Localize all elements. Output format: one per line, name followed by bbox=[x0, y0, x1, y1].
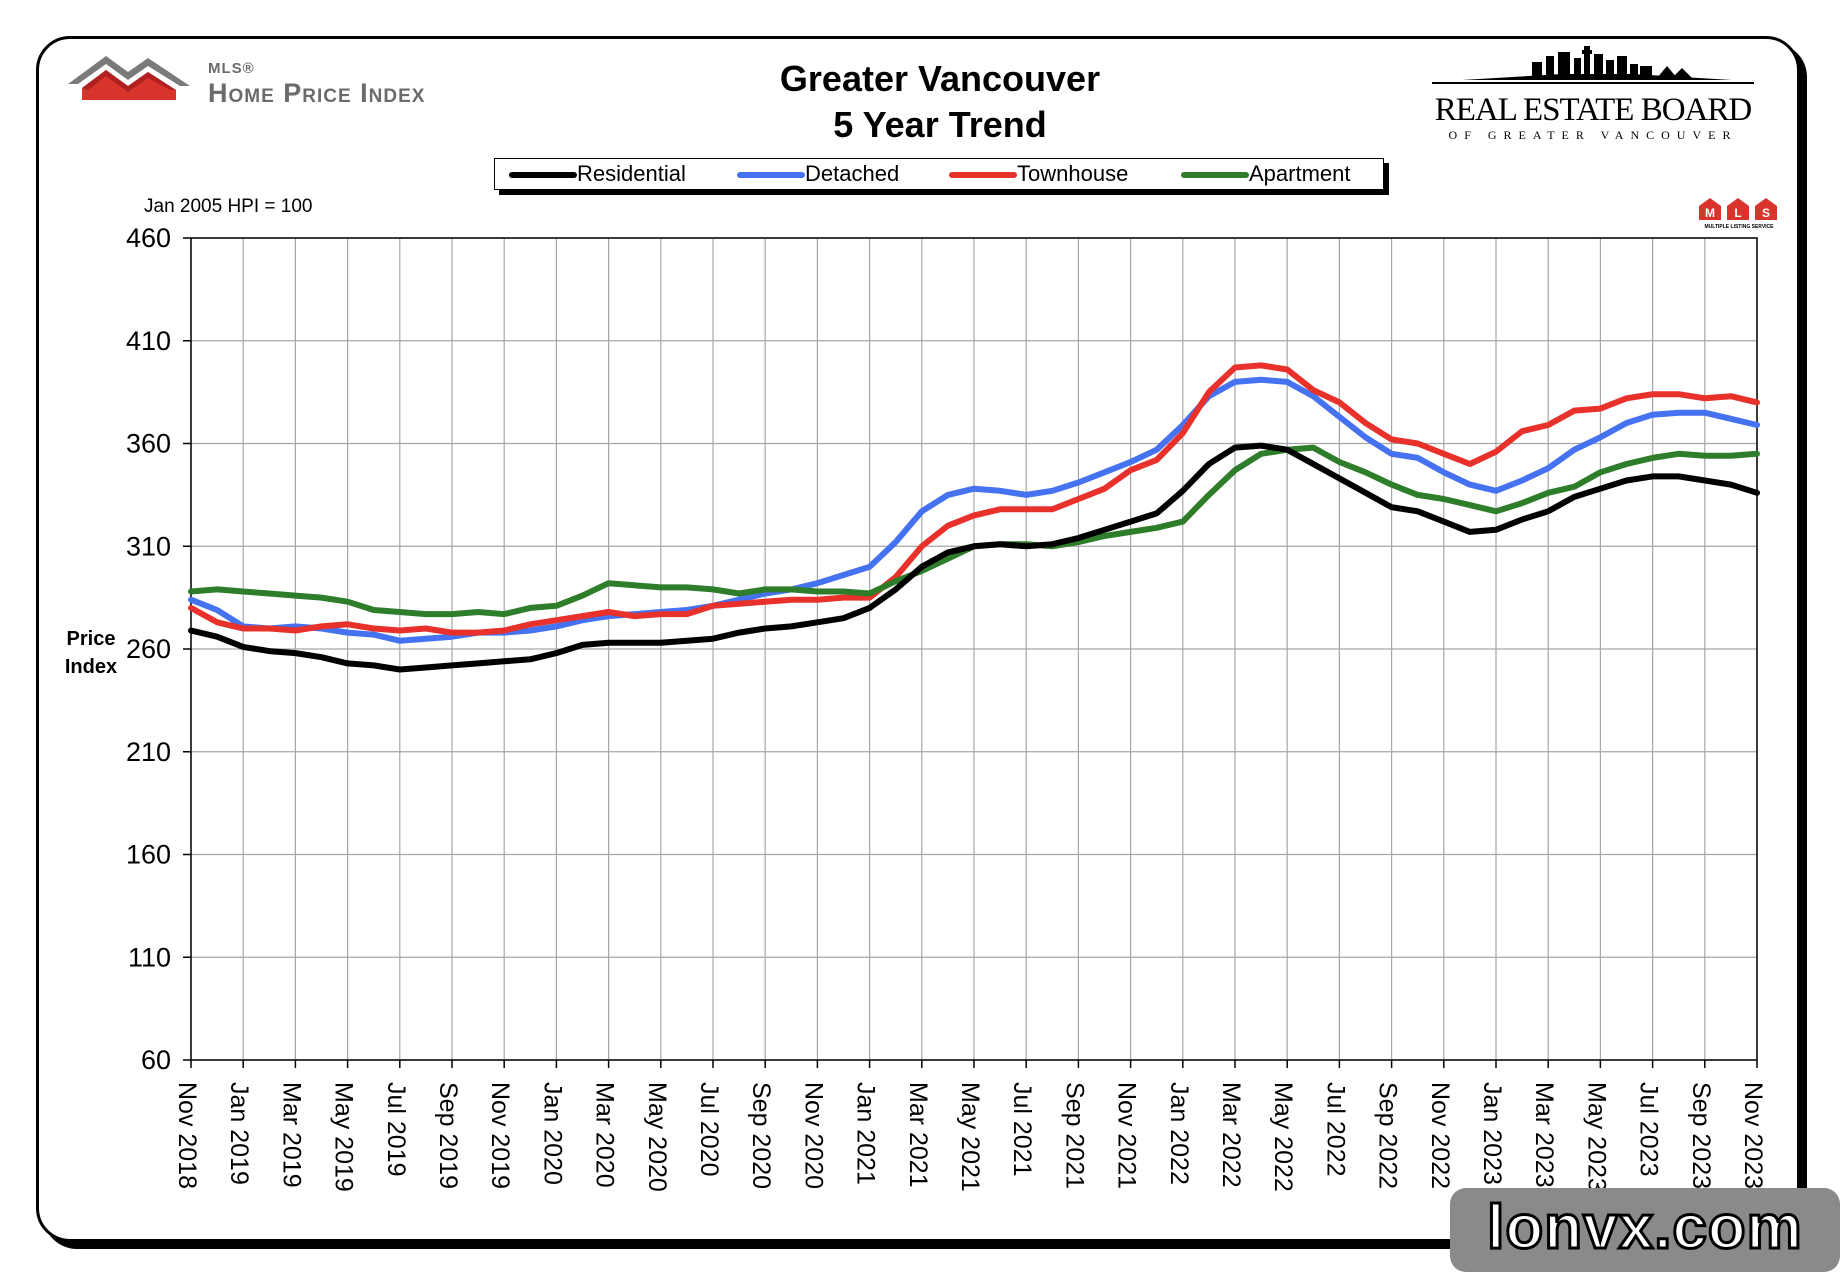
x-tick-label: May 2023 bbox=[1582, 1082, 1610, 1192]
x-tick-label: May 2021 bbox=[956, 1082, 984, 1192]
y-tick-label: 460 bbox=[126, 223, 171, 253]
real-estate-board-logo: REAL ESTATE BOARD OF GREATER VANCOUVER bbox=[1432, 44, 1754, 144]
base-index-note: Jan 2005 HPI = 100 bbox=[144, 196, 313, 217]
legend-swatch-residential bbox=[509, 172, 577, 178]
svg-text:M: M bbox=[1705, 206, 1715, 220]
y-axis-label-line2: Index bbox=[65, 656, 117, 678]
watermark-text: lonvx.com bbox=[1486, 1192, 1804, 1264]
y-axis-label-line1: Price bbox=[67, 628, 116, 650]
x-tick-label: Jul 2023 bbox=[1635, 1082, 1663, 1177]
x-tick-label: Sep 2023 bbox=[1687, 1082, 1715, 1189]
hpi-small-label: MLS® bbox=[208, 60, 255, 77]
svg-text:L: L bbox=[1734, 206, 1741, 220]
y-tick-label: 310 bbox=[126, 531, 171, 561]
x-tick-label: May 2020 bbox=[643, 1082, 671, 1192]
watermark-badge: lonvx.com bbox=[1450, 1188, 1840, 1272]
legend-swatch-detached bbox=[737, 172, 805, 178]
y-tick-label: 260 bbox=[126, 634, 171, 664]
x-tick-label: Nov 2021 bbox=[1113, 1082, 1141, 1189]
chart-title-line1: Greater Vancouver bbox=[779, 58, 1101, 99]
board-name: REAL ESTATE BOARD bbox=[1434, 92, 1752, 128]
x-tick-label: Nov 2023 bbox=[1739, 1082, 1767, 1189]
x-tick-label: Mar 2020 bbox=[591, 1082, 619, 1188]
mls-home-price-index-logo: MLS® Home Price Index bbox=[68, 52, 528, 122]
x-tick-label: May 2022 bbox=[1269, 1082, 1297, 1192]
skyline-icon bbox=[1432, 46, 1754, 84]
x-tick-label: May 2019 bbox=[330, 1082, 358, 1192]
x-tick-label: Jan 2020 bbox=[538, 1082, 566, 1185]
legend-label-residential: Residential bbox=[577, 161, 686, 186]
y-tick-label: 410 bbox=[126, 326, 171, 356]
x-tick-label: Mar 2022 bbox=[1217, 1082, 1245, 1188]
board-subtitle: OF GREATER VANCOUVER bbox=[1448, 128, 1738, 142]
x-tick-label: Mar 2023 bbox=[1530, 1082, 1558, 1188]
x-tick-label: Sep 2022 bbox=[1374, 1082, 1402, 1189]
x-tick-label: Jan 2019 bbox=[225, 1082, 253, 1185]
series-line-residential bbox=[188, 442, 1760, 673]
svg-text:MULTIPLE LISTING SERVICE: MULTIPLE LISTING SERVICE bbox=[1705, 224, 1775, 230]
mls-house-icon: M L S MULTIPLE LISTING SERVICE bbox=[1699, 198, 1777, 230]
series-line-detached bbox=[188, 376, 1760, 644]
y-tick-label: 210 bbox=[126, 737, 171, 767]
x-tick-label: Jul 2022 bbox=[1321, 1082, 1349, 1177]
x-tick-label: Jul 2021 bbox=[1008, 1082, 1036, 1177]
legend-swatch-townhouse bbox=[949, 172, 1017, 178]
x-tick-label: Jul 2020 bbox=[695, 1082, 723, 1177]
x-tick-label: Mar 2021 bbox=[904, 1082, 932, 1188]
x-tick-label: Jan 2022 bbox=[1165, 1082, 1193, 1185]
legend-swatch-apartment bbox=[1181, 172, 1249, 178]
legend-label-apartment: Apartment bbox=[1249, 161, 1351, 186]
svg-text:S: S bbox=[1762, 206, 1770, 220]
x-tick-label: Nov 2019 bbox=[486, 1082, 514, 1189]
y-tick-label: 160 bbox=[126, 840, 171, 870]
x-tick-label: Nov 2022 bbox=[1426, 1082, 1454, 1189]
x-tick-label: Jan 2021 bbox=[852, 1082, 880, 1185]
chart-title-line2: 5 Year Trend bbox=[833, 104, 1047, 145]
y-tick-label: 360 bbox=[126, 429, 171, 459]
mls-badge: M L S MULTIPLE LISTING SERVICE bbox=[1697, 196, 1783, 230]
legend-label-townhouse: Townhouse bbox=[1017, 161, 1129, 186]
x-tick-label: Jul 2019 bbox=[382, 1082, 410, 1177]
x-tick-label: Sep 2021 bbox=[1060, 1082, 1088, 1189]
x-tick-label: Sep 2019 bbox=[434, 1082, 462, 1189]
x-tick-label: Nov 2018 bbox=[173, 1082, 201, 1189]
legend-label-detached: Detached bbox=[805, 161, 900, 186]
y-tick-label: 110 bbox=[128, 942, 171, 972]
x-tick-label: Nov 2020 bbox=[799, 1082, 827, 1189]
house-roof-icon bbox=[68, 56, 190, 100]
x-tick-label: Jan 2023 bbox=[1478, 1082, 1506, 1185]
x-tick-label: Sep 2020 bbox=[747, 1082, 775, 1189]
y-tick-label: 60 bbox=[141, 1045, 171, 1075]
hpi-big-label: Home Price Index bbox=[208, 78, 426, 108]
chart-legend: Residential Detached Townhouse Apartment bbox=[494, 158, 1384, 190]
series-line-townhouse bbox=[188, 362, 1760, 636]
x-tick-label: Mar 2019 bbox=[277, 1082, 305, 1188]
